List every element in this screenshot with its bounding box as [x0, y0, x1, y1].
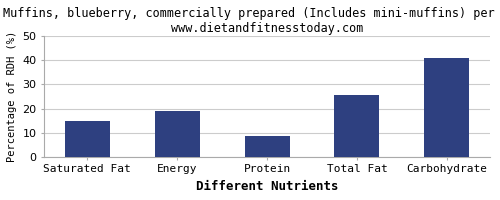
X-axis label: Different Nutrients: Different Nutrients: [196, 180, 338, 193]
Title: Muffins, blueberry, commercially prepared (Includes mini-muffins) per 100g
www.d: Muffins, blueberry, commercially prepare…: [4, 7, 500, 35]
Y-axis label: Percentage of RDH (%): Percentage of RDH (%): [7, 31, 17, 162]
Bar: [424, 58, 470, 157]
Bar: [64, 121, 110, 157]
Bar: [154, 111, 200, 157]
Bar: [244, 136, 290, 157]
Bar: [334, 95, 380, 157]
